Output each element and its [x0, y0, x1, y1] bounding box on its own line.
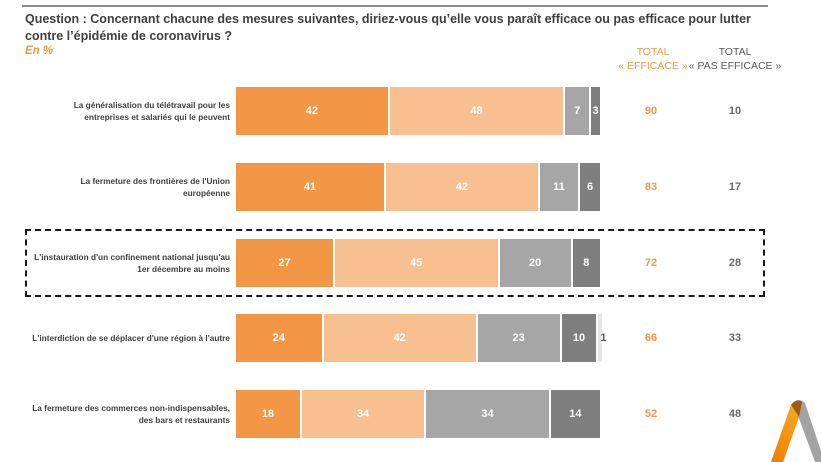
category-label-line: La généralisation du télétravail pour le…: [73, 100, 230, 110]
column-header-line: « EFFICACE »: [618, 60, 688, 72]
category-label-line: L'interdiction de se déplacer d'une régi…: [32, 333, 230, 343]
bar-segment-non-reponse: 1: [598, 314, 606, 362]
stacked-bar: 27 45 20 8: [236, 239, 602, 287]
bar-segment-plutot-pas-efficace: 20: [499, 239, 573, 287]
total-efficace-value: 90: [644, 105, 658, 117]
data-label: 45: [410, 257, 423, 269]
data-label: 23: [512, 332, 525, 344]
unit-label: En %: [25, 45, 54, 57]
bar-segment-tres-efficace: 41: [236, 163, 387, 211]
data-label: 8: [583, 257, 590, 269]
bar-segment-plutot-efficace: 42: [386, 163, 540, 211]
stacked-bar: 41 42 11 6: [236, 163, 602, 211]
data-label: 20: [528, 257, 542, 269]
category-label-line: L'instauration d'un confinement national…: [34, 252, 230, 262]
column-header-line: « PAS EFFICACE »: [688, 60, 782, 72]
top-rule: [22, 5, 768, 7]
data-label: 24: [272, 332, 286, 344]
data-label: 3: [592, 105, 599, 117]
data-label: 11: [553, 181, 565, 193]
chart-title: Question : Concernant chacune des mesure…: [25, 12, 751, 43]
data-label: 41: [303, 181, 317, 193]
bar-segment-tres-efficace: 42: [236, 87, 390, 135]
data-label: 7: [574, 105, 581, 117]
bar-segment-plutot-efficace: 42: [323, 314, 478, 362]
bar-segment-plutot-efficace: 45: [334, 239, 500, 287]
bar-segment-pas-du-tout-efficace: 3: [591, 87, 602, 135]
column-header-line: TOTAL: [636, 46, 670, 58]
bar-segment-pas-du-tout-efficace: 6: [580, 163, 602, 211]
total-pas-efficace-value: 33: [728, 332, 742, 344]
category-label-line: La fermeture des frontières de l'Union: [80, 176, 230, 186]
total-pas-efficace-value: 17: [728, 181, 742, 193]
total-efficace-value: 72: [644, 257, 658, 269]
data-label: 10: [572, 332, 586, 344]
bar-segment-plutot-pas-efficace: 34: [426, 390, 551, 438]
stacked-bar: 24 42 23 10 1: [236, 314, 606, 362]
bar-segment-plutot-efficace: 34: [301, 390, 427, 438]
total-pas-efficace-value: 28: [728, 257, 742, 269]
bar-segment-tres-efficace: 24: [236, 314, 324, 362]
chart-row: La fermeture des frontières de l'Union eu…: [0, 163, 821, 211]
bar-segment-pas-du-tout-efficace: 8: [572, 239, 602, 287]
category-label: La fermeture des frontières de l'Union eu…: [20, 175, 230, 199]
data-label: 48: [470, 105, 483, 117]
highlight-dashed-box: [25, 229, 765, 297]
total-efficace-value: 52: [644, 408, 658, 420]
column-header-line: TOTAL: [718, 46, 752, 58]
stacked-bar: 18 34 34 14: [236, 390, 602, 438]
category-label: La fermeture des commerces non-indispens…: [20, 402, 230, 426]
chart-row: L'instauration d'un confinement national…: [0, 239, 821, 287]
chart-row: La généralisation du télétravail pour le…: [0, 87, 821, 135]
category-label: L'instauration d'un confinement national…: [20, 251, 230, 275]
brand-logo-icon: [771, 400, 821, 462]
bar-segment-tres-efficace: 27: [236, 239, 335, 287]
chart-row: La fermeture des commerces non-indispens…: [0, 390, 821, 438]
data-label: 42: [455, 181, 469, 193]
chart-row: L'interdiction de se déplacer d'une régi…: [0, 314, 821, 362]
bar-segment-plutot-pas-efficace: 11: [539, 163, 581, 211]
column-header-total-pas-efficace: TOTAL « PAS EFFICACE »: [680, 45, 790, 73]
data-label: 42: [305, 105, 318, 117]
data-label: 1: [600, 332, 607, 344]
total-efficace-value: 83: [644, 181, 658, 193]
data-label: 34: [356, 408, 370, 420]
bar-segment-tres-efficace: 18: [236, 390, 302, 438]
data-label: 34: [481, 408, 494, 420]
category-label-line: 1er décembre au moins: [137, 264, 230, 274]
category-label: L'interdiction de se déplacer d'une régi…: [20, 332, 230, 344]
category-label-line: européenne: [182, 188, 230, 198]
data-label: 6: [586, 181, 594, 193]
total-pas-efficace-value: 48: [728, 408, 742, 420]
bar-segment-plutot-pas-efficace: 23: [477, 314, 562, 362]
category-label-line: La fermeture des commerces non-indispens…: [32, 403, 230, 413]
data-label: 42: [393, 332, 406, 344]
bar-segment-plutot-efficace: 48: [389, 87, 566, 135]
data-label: 18: [261, 408, 275, 420]
category-label-line: entreprises et salariés qui le peuvent: [84, 112, 230, 122]
category-label: La généralisation du télétravail pour le…: [20, 99, 230, 123]
bar-segment-pas-du-tout-efficace: 14: [550, 390, 602, 438]
column-header-total-efficace: TOTAL « EFFICACE »: [598, 45, 708, 73]
category-label-line: des bars et restaurants: [138, 415, 230, 425]
bar-segment-plutot-pas-efficace: 7: [565, 87, 591, 135]
total-pas-efficace-value: 10: [728, 105, 742, 117]
total-efficace-value: 66: [644, 332, 658, 344]
data-label: 27: [278, 257, 291, 269]
data-label: 14: [569, 408, 582, 420]
stacked-bar: 42 48 7 3: [236, 87, 602, 135]
bar-segment-pas-du-tout-efficace: 10: [561, 314, 599, 362]
